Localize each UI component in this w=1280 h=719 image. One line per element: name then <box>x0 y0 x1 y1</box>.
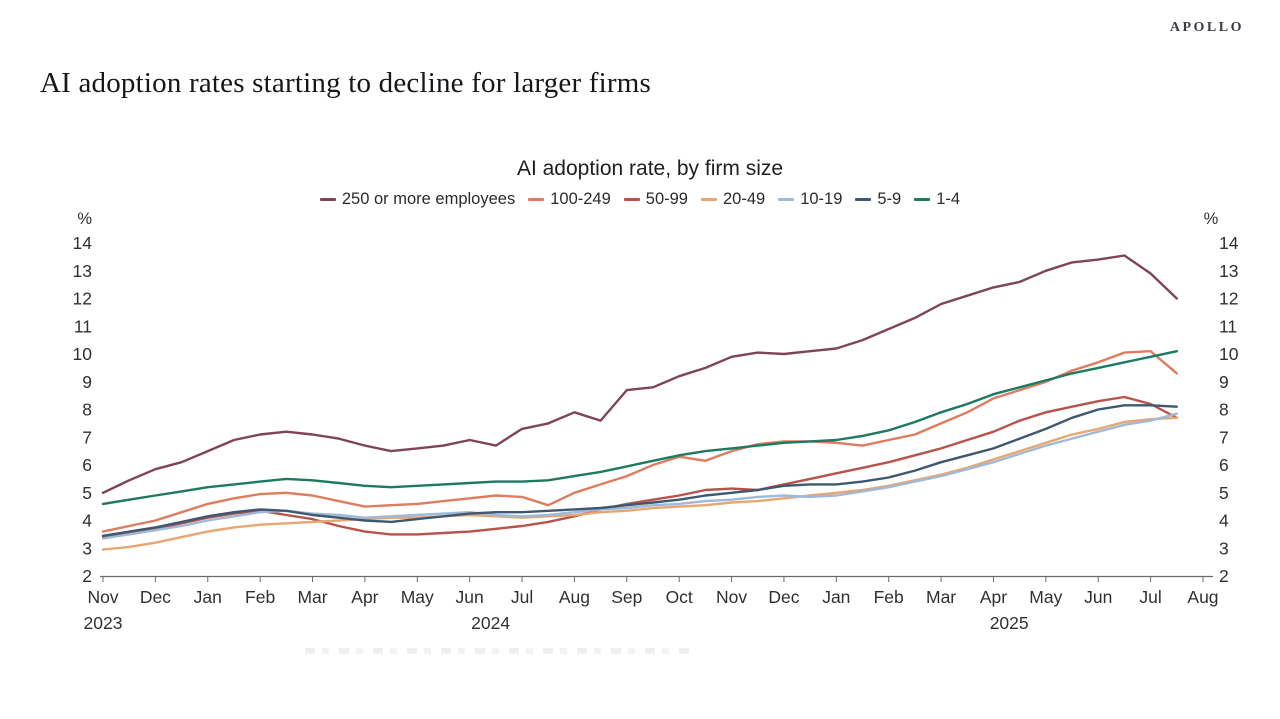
y-tick-label-left: 12 <box>73 289 92 309</box>
y-tick-label-right: 9 <box>1219 372 1229 392</box>
chart-legend: 250 or more employees 100-249 50-99 20-49 10… <box>0 190 1280 209</box>
x-tick-label: Jan <box>194 587 222 607</box>
y-tick-label-left: 14 <box>73 233 93 253</box>
legend-item: 20-49 <box>700 190 766 209</box>
y-tick-label-left: 11 <box>74 316 92 336</box>
legend-label: 10-19 <box>800 190 843 208</box>
y-tick-label-right: 13 <box>1219 261 1238 281</box>
legend-swatch-icon <box>319 198 336 201</box>
x-year-label: 2024 <box>471 613 510 633</box>
x-tick-label: Nov <box>716 587 747 607</box>
x-tick-label: Sep <box>611 587 642 607</box>
y-tick-label-right: 7 <box>1219 427 1229 447</box>
legend-label: 1-4 <box>936 190 961 208</box>
y-tick-label-left: 2 <box>82 566 92 586</box>
y-tick-label-right: 6 <box>1219 455 1229 475</box>
y-tick-label-right: 12 <box>1219 289 1238 309</box>
x-tick-label: Jun <box>1084 587 1112 607</box>
legend-item: 100-249 <box>528 190 611 209</box>
x-tick-label: Jul <box>511 587 533 607</box>
y-tick-label-right: 4 <box>1219 511 1229 531</box>
apollo-logo: APOLLO <box>1169 20 1244 35</box>
x-tick-label: Oct <box>666 587 693 607</box>
y-tick-label-right: 11 <box>1219 316 1237 336</box>
y-tick-label-left: 7 <box>82 427 92 447</box>
series-line-5-9 <box>101 404 1179 537</box>
legend-item: 5-9 <box>855 190 901 209</box>
x-year-label: 2025 <box>990 613 1029 633</box>
y-tick-label-right: 2 <box>1219 566 1229 586</box>
y-tick-label-left: 5 <box>82 483 92 503</box>
series-line-20-49 <box>101 416 1179 551</box>
x-tick-label: Feb <box>245 587 275 607</box>
chart-title: AI adoption rate, by firm size <box>516 157 784 180</box>
y-tick-label-right: 10 <box>1219 344 1239 364</box>
legend-item: 50-99 <box>623 190 688 209</box>
legend-label: 5-9 <box>877 190 902 208</box>
y-tick-label-right: 8 <box>1219 400 1229 420</box>
legend-item: 10-19 <box>778 190 842 209</box>
series-line-1-4 <box>101 350 1179 506</box>
legend-swatch-icon <box>623 198 640 201</box>
legend-label: 20-49 <box>722 190 766 208</box>
y-tick-label-right: 5 <box>1219 483 1229 503</box>
series-line-50-99 <box>101 395 1179 539</box>
y-tick-label-left: 6 <box>82 455 92 475</box>
y-tick-label-right: 3 <box>1219 538 1229 558</box>
legend-swatch-icon <box>914 198 931 201</box>
y-tick-label-left: 10 <box>73 344 93 364</box>
legend-swatch-icon <box>528 198 545 201</box>
x-tick-label: Jan <box>822 587 850 607</box>
page-title: AI adoption rates starting to decline fo… <box>40 67 652 100</box>
x-tick-label: Jun <box>456 587 484 607</box>
legend-swatch-icon <box>778 198 795 201</box>
x-tick-label: May <box>1029 587 1062 607</box>
x-tick-label: Dec <box>768 587 799 607</box>
y-unit-label-left: % <box>77 210 92 228</box>
x-tick-label: May <box>401 587 434 607</box>
x-tick-label: Mar <box>926 587 956 607</box>
x-tick-label: Jul <box>1139 587 1161 607</box>
x-tick-label: Apr <box>351 587 378 607</box>
x-year-label: 2023 <box>84 613 123 633</box>
legend-swatch-icon <box>700 198 717 201</box>
y-tick-label-left: 4 <box>82 511 92 531</box>
series-line-10-19 <box>101 412 1179 540</box>
y-tick-label-right: 14 <box>1219 233 1239 253</box>
x-tick-label: Aug <box>559 587 590 607</box>
y-tick-label-left: 13 <box>73 261 92 281</box>
y-unit-label-right: % <box>1204 210 1219 228</box>
y-tick-label-left: 8 <box>82 400 92 420</box>
x-tick-label: Feb <box>874 587 904 607</box>
series-line-250-or-more-employees <box>101 254 1179 494</box>
x-tick-label: Nov <box>87 587 118 607</box>
faded-source-note <box>305 648 695 654</box>
y-tick-label-left: 3 <box>82 538 92 558</box>
x-tick-label: Apr <box>980 587 1007 607</box>
x-tick-label: Aug <box>1187 587 1218 607</box>
series-line-100-249 <box>101 350 1179 533</box>
legend-label: 250 or more employees <box>341 190 516 208</box>
y-tick-label-left: 9 <box>82 372 92 392</box>
x-tick-label: Mar <box>297 587 327 607</box>
x-tick-label: Dec <box>140 587 171 607</box>
legend-item: 250 or more employees <box>319 190 516 209</box>
legend-swatch-icon <box>855 198 872 201</box>
legend-item: 1-4 <box>914 190 960 209</box>
legend-label: 100-249 <box>550 190 611 208</box>
legend-label: 50-99 <box>645 190 688 208</box>
